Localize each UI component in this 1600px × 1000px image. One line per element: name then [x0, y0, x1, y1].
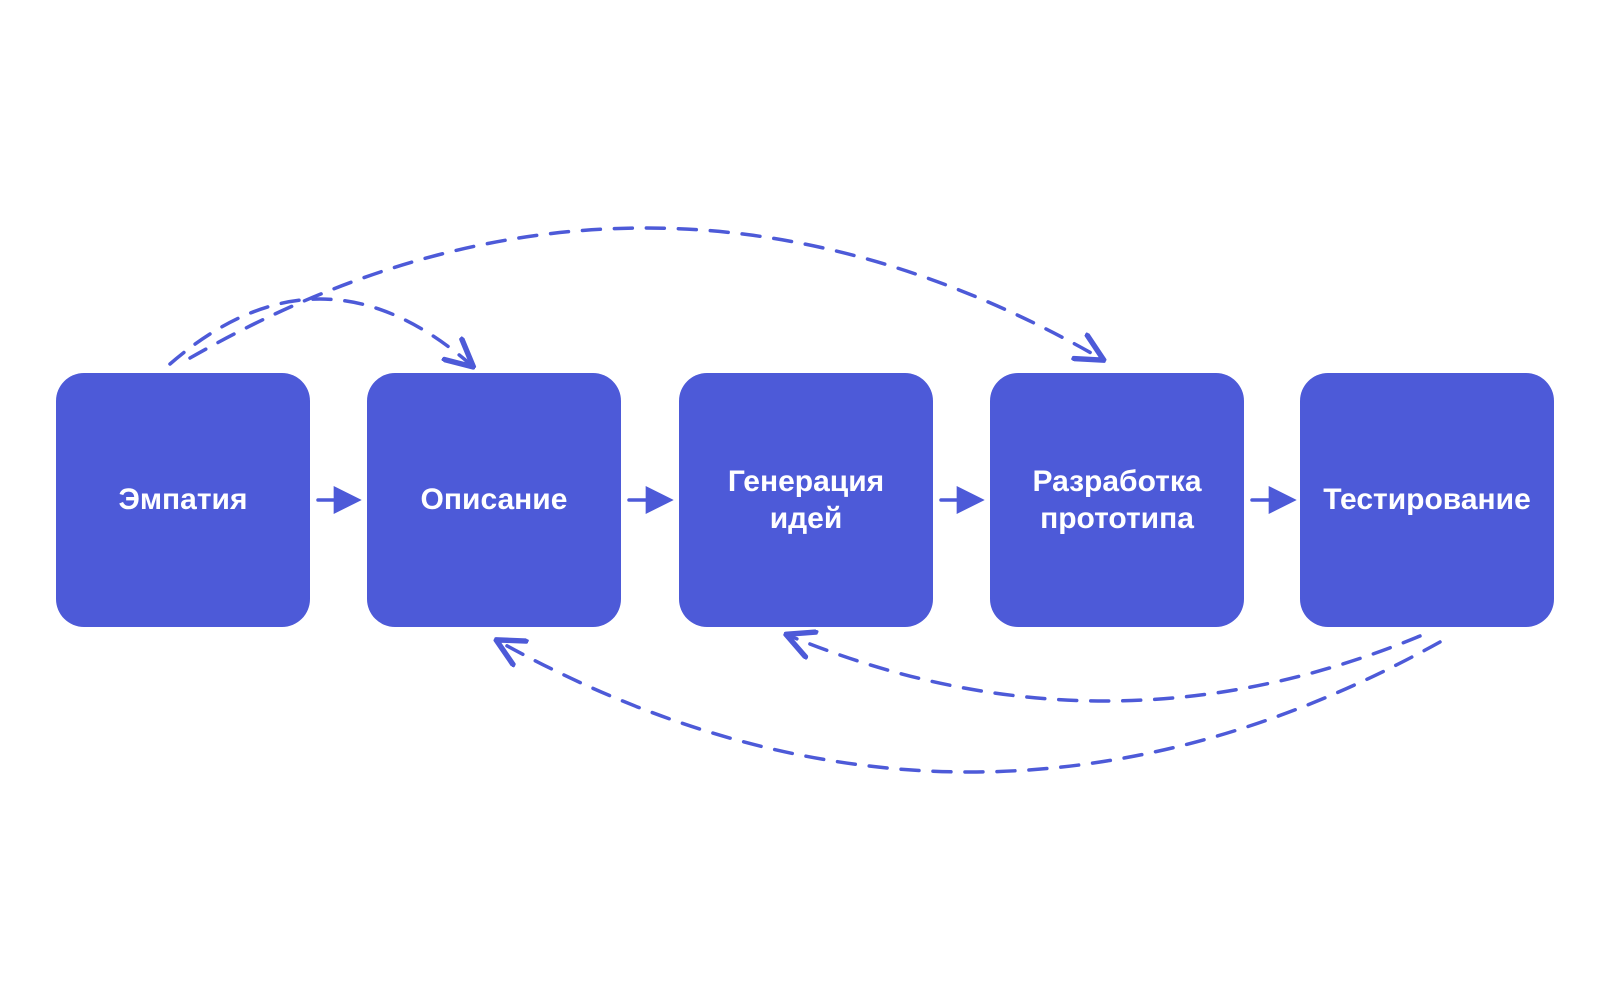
- dashed-arc: [500, 642, 1440, 772]
- stage-label: Генерация идей: [691, 463, 921, 538]
- stage-label: Описание: [421, 481, 568, 519]
- stage-empathy: Эмпатия: [56, 373, 310, 627]
- dashed-arc: [790, 636, 1420, 701]
- stage-label: Тестирование: [1323, 481, 1531, 519]
- stage-ideate: Генерация идей: [679, 373, 933, 627]
- dashed-arc: [170, 299, 470, 364]
- stage-define: Описание: [367, 373, 621, 627]
- stage-test: Тестирование: [1300, 373, 1554, 627]
- stage-label: Разработка прототипа: [1002, 463, 1232, 538]
- stage-label: Эмпатия: [119, 481, 248, 519]
- stage-prototype: Разработка прототипа: [990, 373, 1244, 627]
- diagram-canvas: Эмпатия Описание Генерация идей Разработ…: [0, 0, 1600, 1000]
- dashed-arc: [190, 228, 1100, 358]
